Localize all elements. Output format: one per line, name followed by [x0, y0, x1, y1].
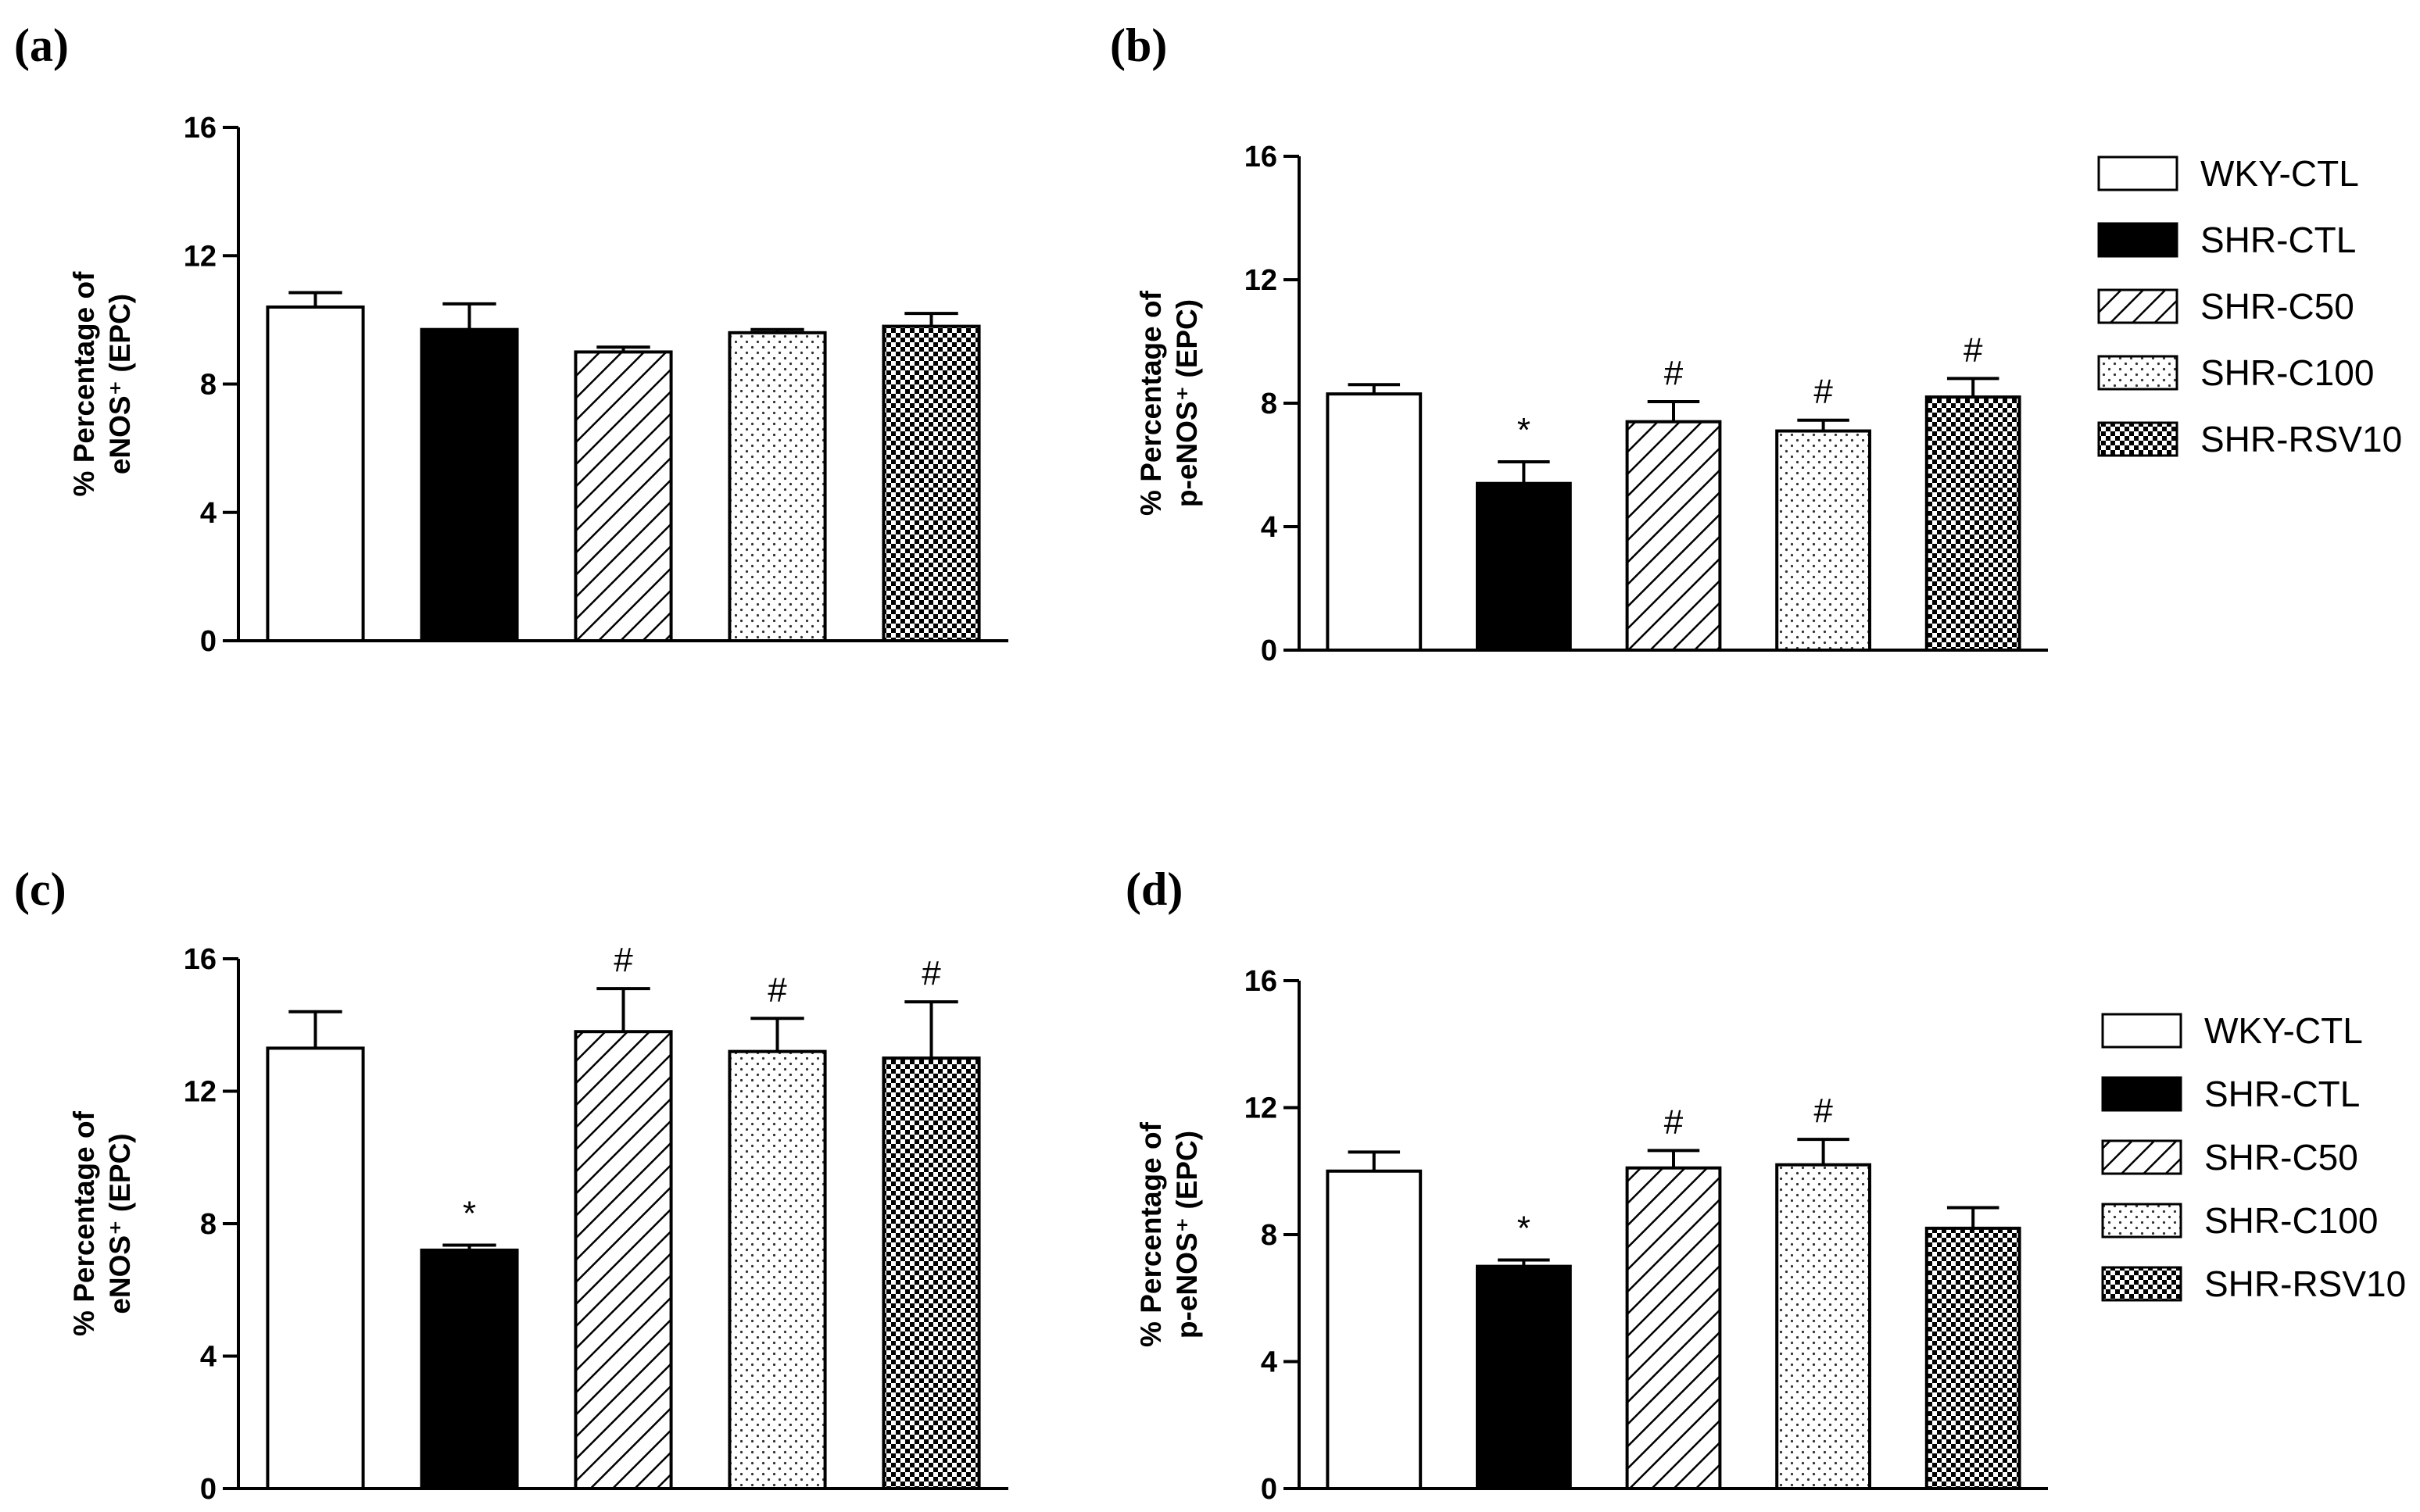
bar-wky-ctl [266, 305, 365, 642]
bar-wky-ctl [266, 1046, 365, 1490]
y-tick-label: 12 [184, 1076, 217, 1109]
bar-shr-ctl [1476, 1264, 1572, 1490]
bar-shr-c100 [1775, 1163, 1871, 1490]
significance-hash: # [1664, 354, 1684, 392]
panel-label: (b) [1110, 20, 1167, 71]
legend-label: SHR-C100 [2200, 352, 2374, 393]
y-tick-label: 12 [184, 240, 217, 273]
legend-label: SHR-CTL [2200, 220, 2356, 260]
legend-swatch [2097, 155, 2178, 191]
bar-shr-rsv10 [1924, 1226, 2021, 1490]
y-axis-label-line1: % Percentage of [68, 271, 100, 497]
bar-shr-rsv10 [1924, 395, 2021, 652]
bar-shr-rsv10 [882, 1056, 981, 1490]
significance-hash: # [1664, 1103, 1684, 1141]
y-tick-label: 16 [1244, 141, 1277, 173]
significance-star: * [1517, 411, 1530, 449]
bar-shr-c100 [728, 1049, 827, 1490]
legend-label: SHR-RSV10 [2204, 1264, 2406, 1304]
legend-swatch [2101, 1266, 2182, 1302]
legend-swatch [2097, 288, 2178, 324]
y-tick-label: 0 [200, 1473, 217, 1506]
legend-label: WKY-CTL [2204, 1010, 2363, 1051]
legend-swatch [2101, 1076, 2182, 1112]
y-tick-label: 0 [1261, 634, 1277, 667]
panel-label: (d) [1126, 863, 1183, 915]
y-tick-label: 8 [200, 369, 217, 402]
chart-panel-3: (c) 0 4 8 12 16 % Percentage of eNOS⁺ (EPC) * # # # [14, 863, 1008, 1506]
legend-swatch [2101, 1013, 2182, 1049]
legend-label: SHR-RSV10 [2200, 419, 2402, 459]
y-tick-label: 12 [1244, 264, 1277, 297]
y-axis-label-line1: % Percentage of [1135, 290, 1167, 516]
significance-star: * [463, 1195, 476, 1233]
bar-shr-ctl [420, 327, 519, 642]
y-axis-label-line1: % Percentage of [68, 1110, 100, 1336]
y-tick-label: 8 [1261, 1219, 1277, 1252]
significance-hash: # [614, 941, 633, 979]
y-axis-label-line2: eNOS⁺ (EPC) [104, 294, 136, 474]
y-axis-label-line1: % Percentage of [1135, 1121, 1167, 1347]
legend: WKY-CTL SHR-CTL SHR-C50 SHR-C100 SHR-RSV10 [2097, 153, 2402, 459]
chart-panel-4: (d) 0 4 8 12 16 % Percentage of p-eNOS⁺ (EPC) * #… [1126, 863, 2406, 1506]
chart-panel-1: (a) 0 4 8 12 16 % Percentage of eNOS⁺ (EPC) [14, 20, 1008, 658]
bar-shr-c50 [574, 1030, 673, 1490]
y-tick-label: 4 [200, 1341, 217, 1374]
y-tick-label: 12 [1244, 1092, 1277, 1125]
bar-shr-c50 [1625, 1166, 1722, 1490]
significance-hash: # [768, 970, 787, 1009]
legend-swatch [2097, 222, 2178, 258]
significance-hash: # [922, 954, 941, 992]
y-tick-label: 0 [200, 625, 217, 658]
legend-swatch [2097, 355, 2178, 391]
bar-shr-ctl [420, 1248, 519, 1491]
legend: WKY-CTL SHR-CTL SHR-C50 SHR-C100 SHR-RSV10 [2101, 1010, 2406, 1304]
y-axis-label-line2: p-eNOS⁺ (EPC) [1171, 1131, 1203, 1339]
legend-swatch [2101, 1139, 2182, 1175]
bar-wky-ctl [1326, 392, 1423, 652]
bar-shr-c100 [728, 331, 827, 642]
y-tick-label: 8 [200, 1208, 217, 1241]
bar-shr-rsv10 [882, 324, 981, 642]
bar-shr-ctl [1476, 481, 1572, 652]
panel-label: (c) [14, 863, 66, 915]
bar-shr-c50 [574, 350, 673, 642]
significance-hash: # [1813, 373, 1833, 411]
legend-label: WKY-CTL [2200, 153, 2359, 194]
significance-star: * [1517, 1210, 1530, 1248]
y-tick-label: 16 [184, 943, 217, 976]
y-tick-label: 0 [1261, 1473, 1277, 1506]
bar-wky-ctl [1326, 1169, 1423, 1490]
legend-label: SHR-C100 [2204, 1200, 2378, 1241]
legend-label: SHR-C50 [2204, 1137, 2358, 1178]
y-tick-label: 4 [1261, 1346, 1277, 1379]
y-tick-label: 4 [200, 497, 217, 530]
legend-swatch [2097, 421, 2178, 457]
y-tick-label: 8 [1261, 388, 1277, 420]
panel-label: (a) [14, 20, 69, 71]
chart-panel-2: (b) 0 4 8 12 16 % Percentage of p-eNOS⁺ (EPC) * #… [1110, 20, 2402, 667]
legend-label: SHR-C50 [2200, 286, 2354, 327]
y-tick-label: 16 [1244, 965, 1277, 998]
y-axis-label-line2: p-eNOS⁺ (EPC) [1171, 299, 1203, 507]
y-axis-label-line2: eNOS⁺ (EPC) [104, 1133, 136, 1314]
legend-swatch [2101, 1203, 2182, 1239]
significance-hash: # [1964, 331, 1983, 369]
y-tick-label: 16 [184, 112, 217, 145]
bar-shr-c50 [1625, 420, 1722, 652]
significance-hash: # [1813, 1092, 1833, 1130]
bar-shr-c100 [1775, 429, 1871, 652]
legend-label: SHR-CTL [2204, 1074, 2360, 1114]
y-tick-label: 4 [1261, 511, 1277, 544]
